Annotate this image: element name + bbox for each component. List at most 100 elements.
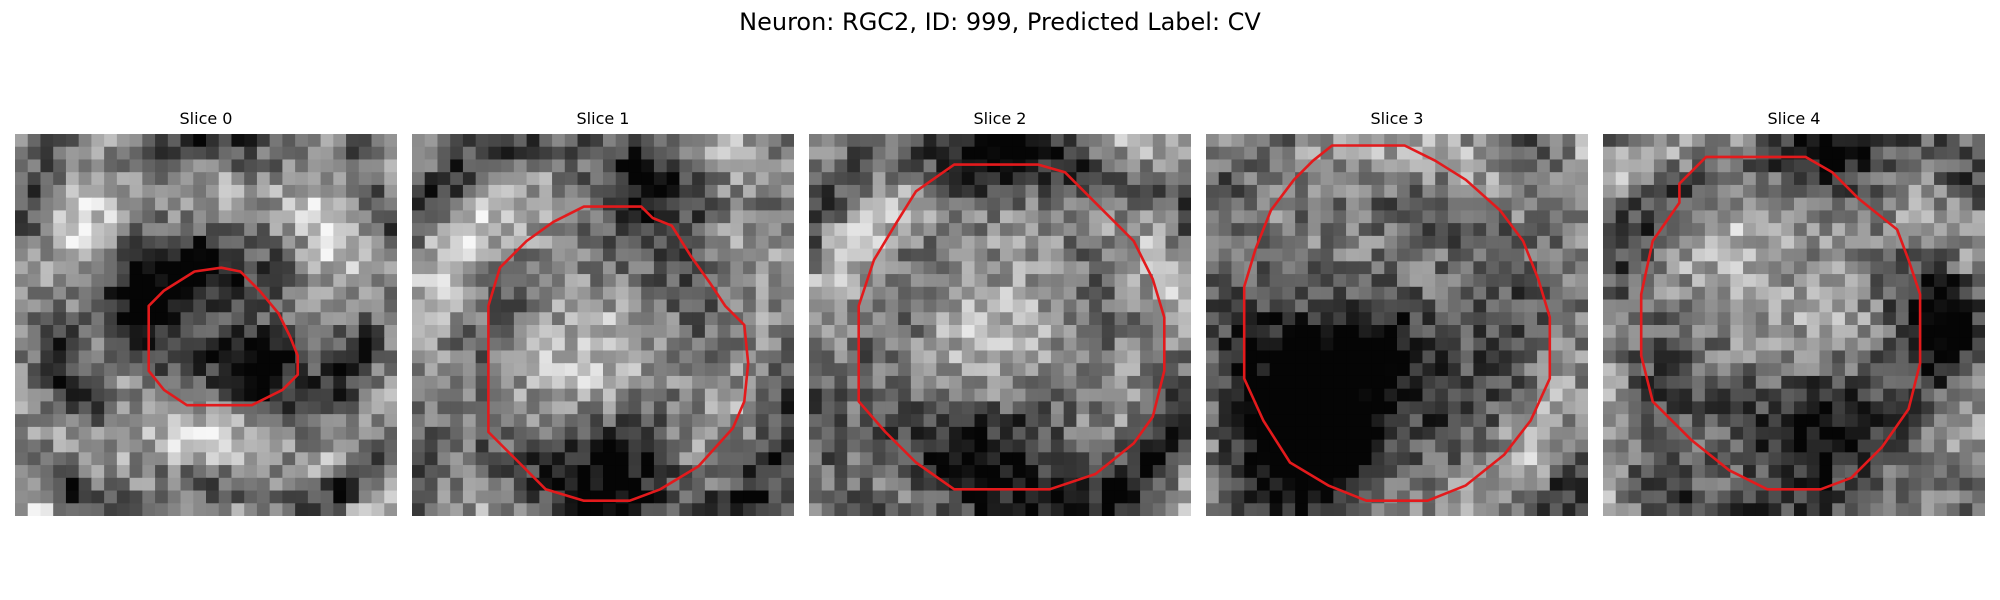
image-pixel: [346, 465, 360, 479]
image-pixel: [590, 401, 604, 415]
image-pixel: [1524, 210, 1538, 224]
image-pixel: [936, 184, 950, 199]
image-pixel: [564, 401, 579, 415]
image-pixel: [180, 210, 194, 224]
image-pixel: [1218, 477, 1233, 492]
image-pixel: [743, 172, 757, 186]
image-pixel: [1256, 197, 1271, 211]
image-pixel: [628, 414, 642, 428]
image-pixel: [1743, 452, 1757, 466]
image-pixel: [1946, 363, 1961, 377]
image-pixel: [1921, 363, 1935, 377]
image-pixel: [1050, 490, 1065, 504]
image-pixel: [1921, 134, 1935, 148]
image-pixel: [104, 286, 118, 301]
image-pixel: [218, 439, 233, 453]
image-pixel: [590, 312, 604, 326]
image-pixel: [552, 286, 566, 301]
image-pixel: [1641, 426, 1655, 441]
image-pixel: [1371, 503, 1385, 516]
image-pixel: [333, 490, 347, 504]
image-pixel: [1422, 465, 1436, 479]
image-pixel: [590, 465, 604, 479]
image-pixel: [834, 363, 848, 377]
image-pixel: [1628, 337, 1642, 352]
image-pixel: [1603, 350, 1617, 364]
image-pixel: [961, 235, 976, 250]
image-pixel: [936, 134, 950, 148]
image-pixel: [1562, 363, 1576, 377]
image-pixel: [218, 172, 233, 186]
image-pixel: [1012, 235, 1027, 250]
image-pixel: [129, 401, 143, 415]
image-pixel: [1152, 210, 1167, 224]
image-pixel: [1717, 350, 1731, 364]
image-pixel: [641, 439, 655, 453]
image-pixel: [1679, 503, 1693, 516]
image-pixel: [1615, 490, 1630, 504]
image-pixel: [1755, 375, 1770, 390]
image-pixel: [717, 452, 731, 466]
image-pixel: [116, 439, 131, 453]
image-pixel: [628, 401, 642, 415]
image-pixel: [206, 299, 220, 313]
image-pixel: [1320, 337, 1334, 352]
image-pixel: [1460, 274, 1474, 288]
image-pixel: [358, 261, 373, 275]
image-pixel: [1653, 490, 1668, 504]
image-pixel: [1486, 223, 1500, 237]
image-pixel: [1178, 388, 1191, 402]
image-pixel: [155, 146, 169, 161]
image-pixel: [40, 134, 54, 148]
image-pixel: [564, 363, 579, 377]
image-pixel: [1358, 286, 1373, 301]
image-pixel: [987, 312, 1001, 326]
image-pixel: [307, 159, 322, 173]
image-pixel: [1397, 261, 1411, 275]
image-pixel: [155, 248, 169, 262]
image-pixel: [1730, 159, 1744, 173]
image-pixel: [1152, 325, 1167, 339]
image-pixel: [513, 363, 528, 377]
image-pixel: [1038, 452, 1052, 466]
image-pixel: [1692, 465, 1706, 479]
image-pixel: [1218, 299, 1233, 313]
image-pixel: [91, 337, 105, 352]
image-pixel: [501, 350, 515, 364]
image-pixel: [590, 274, 604, 288]
image-pixel: [1946, 490, 1961, 504]
image-pixel: [384, 197, 397, 211]
image-pixel: [1000, 350, 1014, 364]
image-pixel: [1346, 286, 1360, 301]
image-pixel: [781, 414, 794, 428]
image-pixel: [1653, 312, 1668, 326]
image-pixel: [834, 286, 848, 301]
image-pixel: [1346, 465, 1360, 479]
image-pixel: [412, 350, 426, 364]
image-pixel: [1755, 274, 1770, 288]
image-pixel: [193, 401, 207, 415]
image-pixel: [961, 325, 976, 339]
image-pixel: [1972, 261, 1985, 275]
image-pixel: [615, 312, 630, 326]
image-pixel: [1498, 274, 1513, 288]
image-pixel: [1063, 274, 1077, 288]
image-pixel: [590, 184, 604, 199]
image-pixel: [1101, 350, 1116, 364]
image-pixel: [1012, 388, 1027, 402]
image-pixel: [1050, 439, 1065, 453]
image-pixel: [898, 159, 912, 173]
image-pixel: [1473, 159, 1487, 173]
image-pixel: [282, 490, 296, 504]
image-pixel: [91, 172, 105, 186]
image-pixel: [653, 159, 668, 173]
image-pixel: [1615, 375, 1630, 390]
image-pixel: [590, 134, 604, 148]
image-pixel: [1704, 134, 1719, 148]
image-pixel: [1371, 477, 1385, 492]
image-pixel: [1409, 465, 1424, 479]
image-pixel: [974, 235, 988, 250]
image-pixel: [1063, 312, 1077, 326]
image-pixel: [1615, 210, 1630, 224]
image-pixel: [653, 299, 668, 313]
